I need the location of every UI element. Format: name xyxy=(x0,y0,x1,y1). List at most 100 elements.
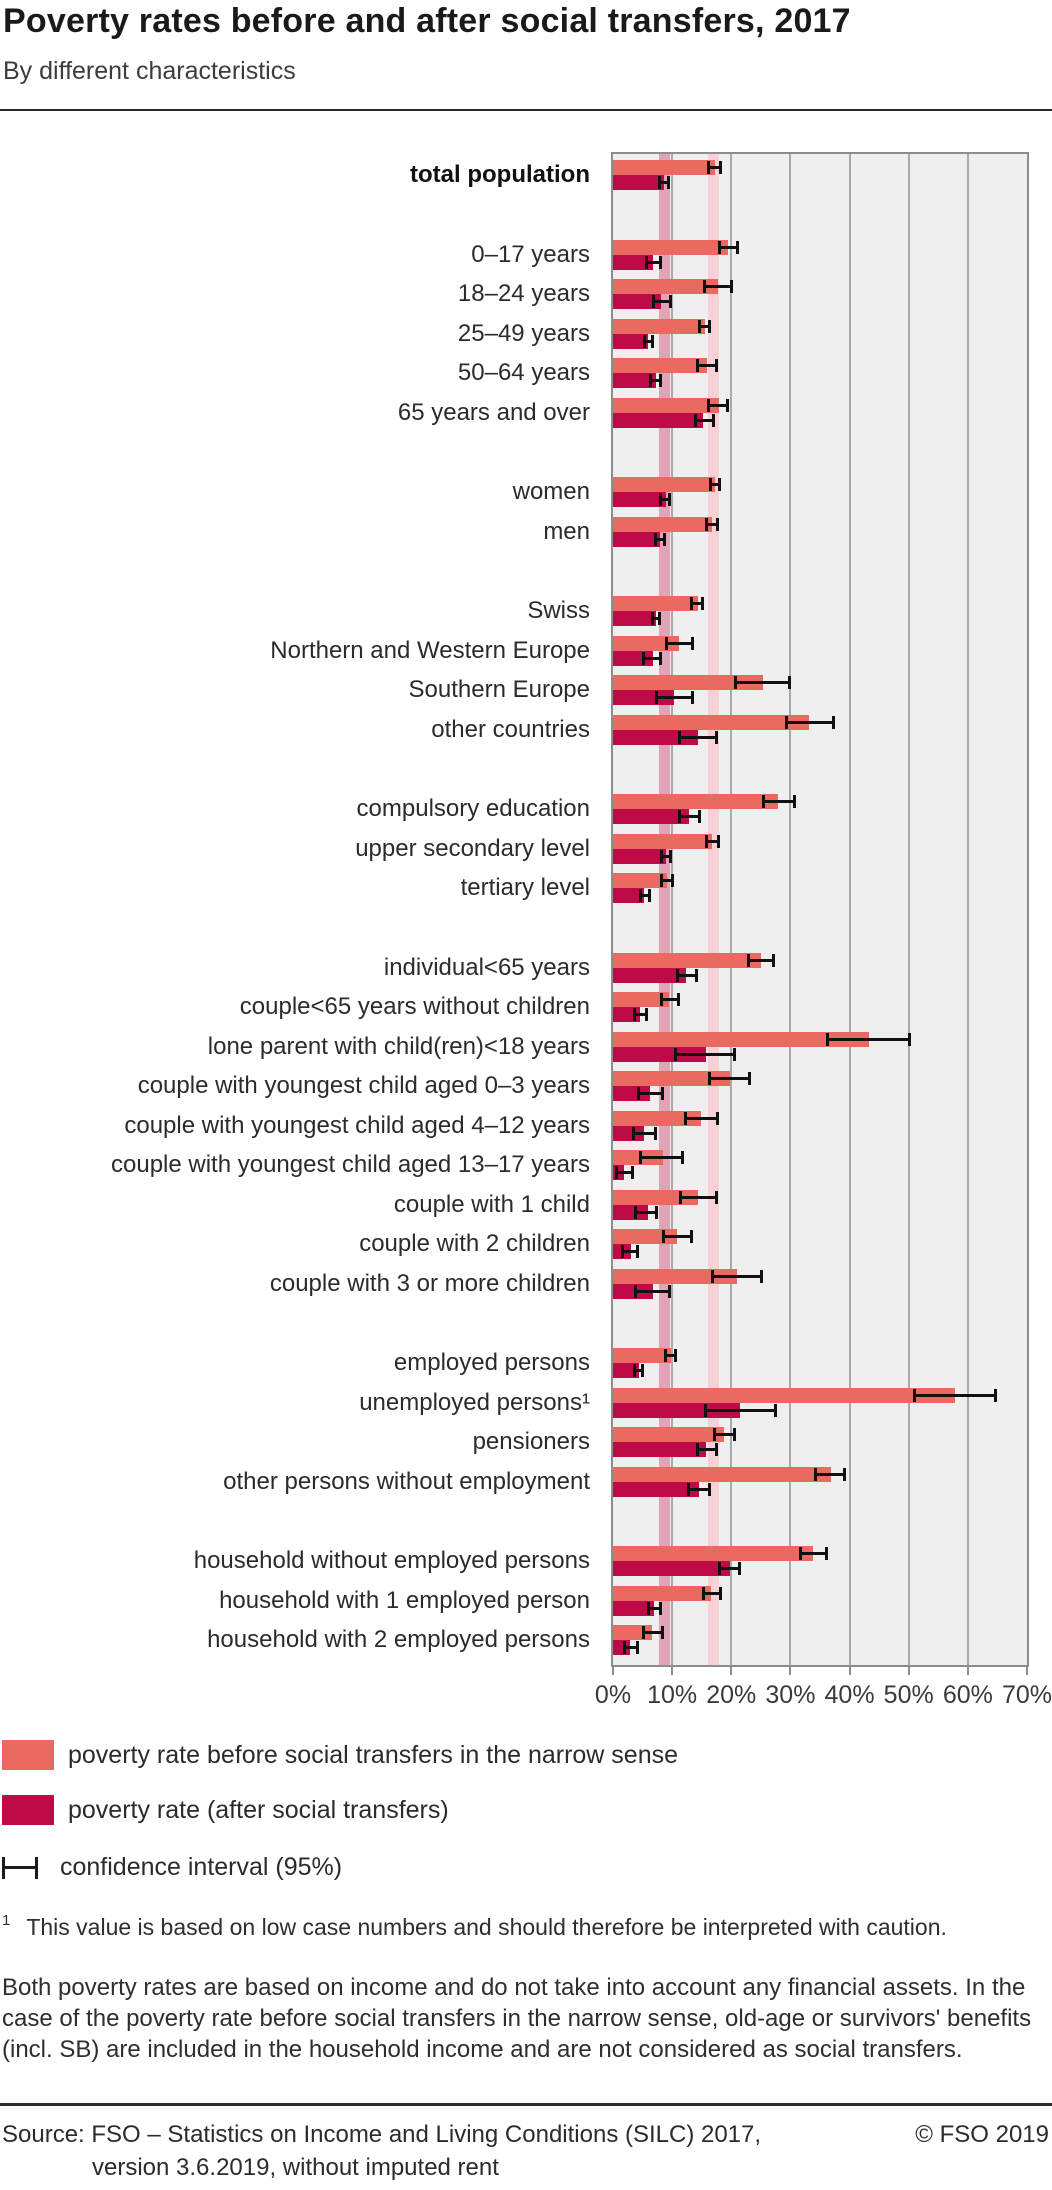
ci-before-cap-low xyxy=(784,715,788,729)
x-axis-tick-label: 60% xyxy=(942,1681,993,1709)
ci-before-cap-high xyxy=(715,1190,719,1204)
ci-before-cap-high xyxy=(701,597,705,610)
ci-after xyxy=(694,418,714,422)
category-label: couple with youngest child aged 4–12 yea… xyxy=(124,1111,590,1139)
ci-after xyxy=(634,1369,644,1372)
ci-before-cap-low xyxy=(706,398,710,412)
bar-after xyxy=(613,412,704,428)
bar-after xyxy=(613,611,657,626)
ci-before-cap-high xyxy=(707,319,711,333)
ci-before-cap-low xyxy=(718,240,722,254)
ci-after xyxy=(679,815,700,818)
header-divider xyxy=(0,109,1052,111)
ci-after xyxy=(658,181,669,184)
ci-before xyxy=(707,403,729,407)
ci-before-cap-low xyxy=(814,1467,818,1481)
ci-before-cap-high xyxy=(736,240,740,254)
bar-after xyxy=(613,690,674,705)
ci-after-cap-low xyxy=(678,810,682,823)
bar-before xyxy=(613,596,699,611)
ci-after-cap-high xyxy=(711,413,715,427)
source-line1: Source: FSO – Statistics on Income and L… xyxy=(2,2121,762,2148)
copyright: © FSO 2019 xyxy=(915,2121,1049,2148)
ci-before-cap-low xyxy=(708,478,712,491)
ci-before-cap-low xyxy=(701,1586,705,1600)
bar-after xyxy=(613,1283,654,1299)
bar-before xyxy=(613,873,667,888)
bar-after xyxy=(613,1046,706,1062)
legend-label-ci: confidence interval (95%) xyxy=(60,1853,343,1881)
ci-after-cap-low xyxy=(718,1562,722,1575)
ci-after-cap-low xyxy=(693,413,697,427)
category-label: household with 1 employed person xyxy=(219,1586,590,1614)
bar-after xyxy=(613,1561,730,1576)
ci-before xyxy=(914,1393,996,1397)
ci-after-cap-high xyxy=(707,1482,711,1496)
category-label: employed persons xyxy=(393,1349,590,1376)
ci-before-cap-low xyxy=(710,1269,714,1283)
bar-before xyxy=(613,318,705,334)
ci-after-cap-high xyxy=(774,1403,778,1417)
x-axis-tick-label: 0% xyxy=(594,1681,632,1709)
ci-after-cap-high xyxy=(694,968,698,982)
ci-after-cap-high xyxy=(647,889,651,902)
ci-after-cap-low xyxy=(623,1641,627,1654)
before-swatch xyxy=(2,1740,54,1770)
ci-before xyxy=(709,483,721,486)
ci-before-cap-high xyxy=(671,874,675,887)
after-swatch xyxy=(2,1795,54,1825)
legend-item-before: poverty rate before social transfers in … xyxy=(2,1740,678,1770)
ci-after-cap-high xyxy=(691,691,695,704)
ci-before xyxy=(709,1077,750,1080)
gridline xyxy=(789,154,792,1665)
ci-after xyxy=(677,973,697,977)
bar-before xyxy=(613,1150,663,1165)
confidence-interval-icon xyxy=(2,1856,38,1879)
bar-before xyxy=(613,1189,698,1205)
category-label: individual<65 years xyxy=(383,953,590,981)
ci-before-cap-high xyxy=(760,1269,764,1283)
ci-after xyxy=(634,1013,647,1016)
x-axis-tick xyxy=(907,1667,910,1675)
ci-before-cap-high xyxy=(907,1032,911,1046)
ci-after xyxy=(652,617,661,620)
ci-before xyxy=(713,1433,735,1436)
category-label: tertiary level xyxy=(460,874,590,901)
bar-after xyxy=(613,1086,650,1101)
bar-before xyxy=(613,1348,671,1363)
gridline xyxy=(848,154,851,1665)
ci-before xyxy=(696,364,718,367)
x-axis-tick xyxy=(966,1667,969,1675)
ci-after-cap-high xyxy=(714,1443,718,1456)
gridline xyxy=(907,154,910,1665)
footnote: 1 This value is based on low case numbers… xyxy=(2,1912,947,1941)
ci-before-cap-high xyxy=(717,834,721,848)
ci-before-cap-high xyxy=(677,993,681,1006)
ci-after xyxy=(656,696,694,699)
ci-before-cap-low xyxy=(734,676,738,689)
ci-after xyxy=(649,379,662,382)
bar-before xyxy=(613,516,712,532)
ci-after-cap-low xyxy=(632,1126,636,1140)
ci-before-cap-high xyxy=(732,1428,736,1441)
bar-before xyxy=(613,1466,831,1482)
ci-after xyxy=(615,1171,634,1174)
x-axis-tick-label: 30% xyxy=(765,1681,816,1709)
ci-before-cap-high xyxy=(690,636,694,650)
ci-before-cap-high xyxy=(831,715,835,729)
bar-before xyxy=(613,714,810,730)
ci-after-cap-low xyxy=(648,374,652,387)
bar-before xyxy=(613,833,713,849)
ci-before-cap-high xyxy=(718,478,722,491)
ci-before-cap-low xyxy=(705,517,709,531)
ci-before xyxy=(785,720,834,724)
category-label: Southern Europe xyxy=(408,676,590,703)
category-label: women xyxy=(512,478,590,505)
ci-after xyxy=(719,1567,740,1570)
footnote-marker: 1 xyxy=(2,1912,11,1929)
bar-before xyxy=(613,160,716,175)
ci-after-cap-low xyxy=(646,1601,650,1615)
ci-after-cap-high xyxy=(635,1641,639,1654)
bar-after xyxy=(613,848,666,864)
ci-before xyxy=(711,1274,763,1278)
